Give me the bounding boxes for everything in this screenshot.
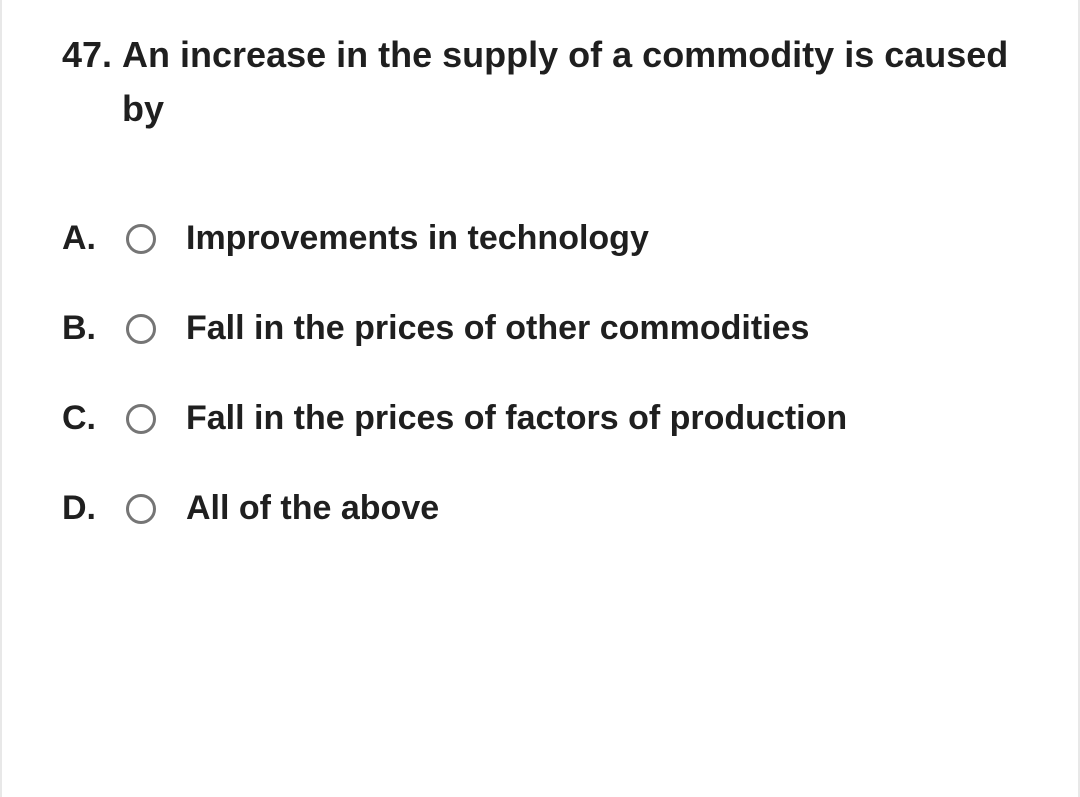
option-letter: C. [62, 396, 102, 442]
options-list: A. Improvements in technology B. Fall in… [62, 216, 1018, 532]
option-letter: D. [62, 486, 102, 532]
quiz-container: 47. An increase in the supply of a commo… [0, 0, 1080, 797]
option-a[interactable]: A. Improvements in technology [62, 216, 1018, 262]
option-text: Improvements in technology [186, 216, 649, 262]
option-text: Fall in the prices of other commodities [186, 306, 809, 352]
option-b[interactable]: B. Fall in the prices of other commoditi… [62, 306, 1018, 352]
radio-icon[interactable] [126, 494, 156, 524]
question-block: 47. An increase in the supply of a commo… [62, 28, 1018, 136]
option-text: All of the above [186, 486, 439, 532]
question-number: 47. [62, 28, 112, 82]
radio-icon[interactable] [126, 404, 156, 434]
option-letter: B. [62, 306, 102, 352]
question-row: 47. An increase in the supply of a commo… [62, 28, 1018, 136]
option-c[interactable]: C. Fall in the prices of factors of prod… [62, 396, 1018, 442]
question-text: An increase in the supply of a commodity… [122, 28, 1018, 136]
radio-icon[interactable] [126, 224, 156, 254]
radio-icon[interactable] [126, 314, 156, 344]
option-letter: A. [62, 216, 102, 262]
option-text: Fall in the prices of factors of product… [186, 396, 847, 442]
option-d[interactable]: D. All of the above [62, 486, 1018, 532]
